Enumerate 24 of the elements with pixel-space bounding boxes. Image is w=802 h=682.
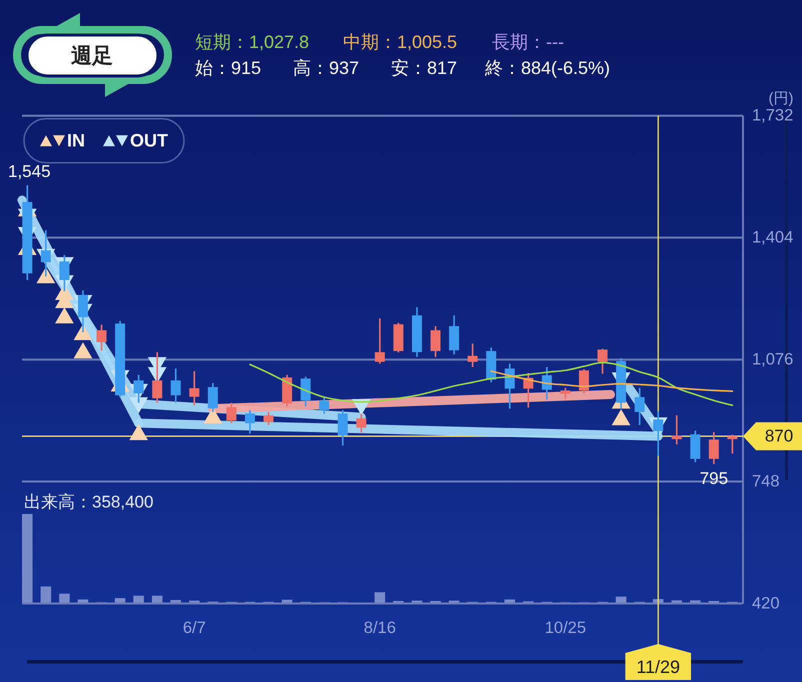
ref-line-label: 870 (764, 426, 794, 446)
y-tick-label: 420 (752, 594, 780, 612)
y-tick-label: 1,076 (752, 350, 794, 369)
annotation: 1,545 (8, 162, 51, 182)
ref-line-label: 11/29 (636, 657, 680, 677)
x-tick-label: 6/7 (182, 619, 206, 637)
text: 高：937 (293, 58, 360, 78)
text: 週足 (71, 44, 113, 68)
x-tick-label: 10/25 (544, 619, 586, 637)
y-tick-label: 1,732 (752, 106, 794, 125)
y-tick-label: 748 (752, 472, 780, 491)
x-tick-label: 8/16 (364, 619, 396, 637)
chart-title: 出来高：358,400 (24, 492, 154, 512)
legend-label: OUT (130, 130, 168, 151)
text: 短期：1,027.8 (195, 32, 310, 52)
legend-label: IN (67, 130, 85, 151)
text: 安：817 (391, 58, 458, 78)
text: 中期：1,005.5 (343, 32, 458, 52)
text: 終：884(-6.5%) (484, 58, 610, 78)
text: 始：915 (195, 58, 262, 78)
y-tick-label: 1,404 (752, 228, 794, 247)
y-axis-title: (円) (768, 90, 794, 108)
annotation: 795 (700, 469, 728, 488)
text: 長期：--- (492, 32, 564, 52)
